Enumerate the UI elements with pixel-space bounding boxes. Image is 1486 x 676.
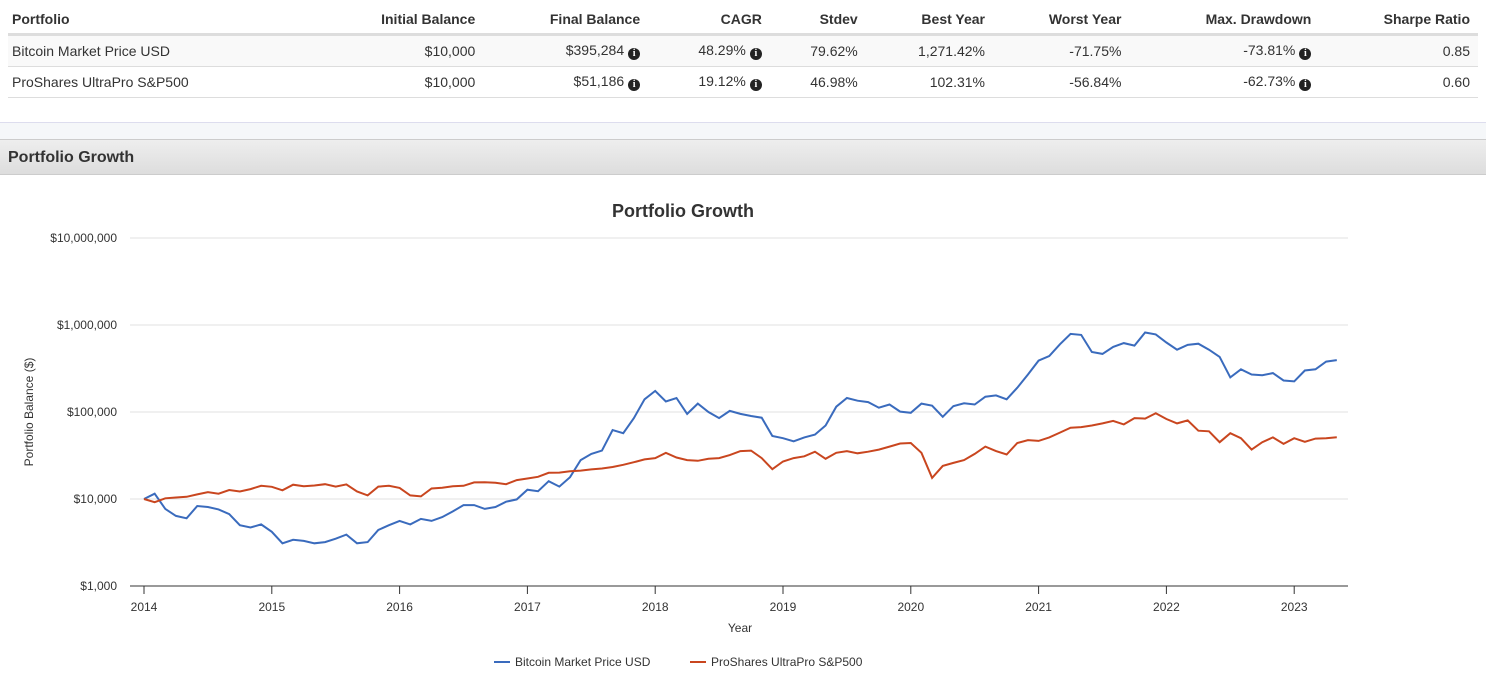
info-icon[interactable]: i: [628, 79, 641, 91]
cell-value: $51,186: [573, 73, 625, 89]
table-cell: 0.85: [1319, 34, 1478, 67]
chart-title: Portfolio Growth: [612, 201, 754, 221]
legend-label[interactable]: ProShares UltraPro S&P500: [711, 655, 863, 669]
y-tick-label: $1,000,000: [57, 318, 117, 332]
x-tick-label: 2018: [642, 600, 669, 614]
section-separator: [0, 122, 1486, 140]
table-cell: $10,000: [312, 34, 484, 67]
table-cell: 48.29% i: [648, 34, 770, 67]
series-line-1: [143, 412, 1337, 504]
info-icon[interactable]: i: [1299, 48, 1312, 60]
portfolio-growth-chart: Portfolio Growth $1,000 $10,000 $100,000 $1,…: [22, 201, 1348, 669]
table-cell: -71.75%: [993, 34, 1130, 67]
x-tick-label: 2016: [386, 600, 413, 614]
col-best-year: Best Year: [865, 5, 993, 36]
table-cell: ProShares UltraPro S&P500: [8, 66, 313, 98]
x-tick-label: 2020: [897, 600, 924, 614]
cell-value: 0.60: [1442, 74, 1470, 90]
table-cell: 19.12% i: [648, 66, 770, 98]
table-cell: -73.81% i: [1129, 34, 1320, 67]
cell-value: $10,000: [424, 74, 476, 90]
col-initial-balance: Initial Balance: [312, 5, 484, 36]
cell-value: ProShares UltraPro S&P500: [12, 74, 189, 90]
cell-value: -73.81%: [1243, 42, 1296, 58]
cell-value: -56.84%: [1069, 74, 1122, 90]
table-row: ProShares UltraPro S&P500 $10,000 $51,186 i…: [8, 66, 1478, 98]
info-icon[interactable]: i: [749, 48, 762, 60]
table-cell: 0.60: [1319, 66, 1478, 98]
col-sharpe: Sharpe Ratio: [1319, 5, 1478, 36]
info-icon[interactable]: i: [628, 48, 641, 60]
table-cell: -56.84%: [993, 66, 1130, 98]
cell-value: -71.75%: [1069, 43, 1122, 59]
section-header: Portfolio Growth: [0, 139, 1486, 175]
cell-value: 1,271.42%: [918, 43, 985, 59]
x-tick-label: 2021: [1025, 600, 1052, 614]
cell-value: $10,000: [424, 43, 476, 59]
table-cell: 46.98%: [769, 66, 866, 98]
x-tick-label: 2019: [770, 600, 797, 614]
table-header-row: Portfolio Initial Balance Final Balance …: [8, 5, 1478, 36]
cell-value: Bitcoin Market Price USD: [12, 43, 170, 59]
portfolio-summary-table: Portfolio Initial Balance Final Balance …: [8, 5, 1478, 98]
legend-label[interactable]: Bitcoin Market Price USD: [515, 655, 651, 669]
cell-value: -62.73%: [1243, 73, 1296, 89]
info-icon[interactable]: i: [1299, 79, 1312, 91]
y-tick-label: $10,000: [74, 492, 118, 506]
table-cell: 1,271.42%: [865, 34, 993, 67]
cell-value: 102.31%: [929, 74, 985, 90]
col-max-drawdown: Max. Drawdown: [1129, 5, 1320, 36]
cell-value: 0.85: [1442, 43, 1470, 59]
info-icon[interactable]: i: [749, 79, 762, 91]
table-cell: $395,284 i: [483, 34, 649, 67]
col-final-balance: Final Balance: [483, 5, 649, 36]
col-portfolio: Portfolio: [8, 5, 313, 36]
y-axis-label: Portfolio Balance ($): [22, 358, 36, 467]
cell-value: 48.29%: [698, 42, 746, 58]
x-tick-label: 2014: [131, 600, 158, 614]
table-cell: 102.31%: [865, 66, 993, 98]
x-tick-label: 2015: [258, 600, 285, 614]
y-tick-label: $10,000,000: [50, 231, 117, 245]
table-cell: Bitcoin Market Price USD: [8, 34, 313, 67]
x-axis-label: Year: [728, 621, 752, 635]
table-cell: 79.62%: [769, 34, 866, 67]
x-tick-label: 2023: [1281, 600, 1308, 614]
cell-value: $395,284: [565, 42, 625, 58]
y-tick-label: $100,000: [67, 405, 117, 419]
table-cell: -62.73% i: [1129, 66, 1320, 98]
y-tick-label: $1,000: [80, 579, 117, 593]
table-row: Bitcoin Market Price USD $10,000 $395,284 i…: [8, 34, 1478, 67]
table-cell: $10,000: [312, 66, 484, 98]
col-worst-year: Worst Year: [993, 5, 1130, 36]
col-stdev: Stdev: [769, 5, 866, 36]
cell-value: 79.62%: [810, 43, 858, 59]
cell-value: 19.12%: [698, 73, 746, 89]
x-tick-label: 2017: [514, 600, 541, 614]
series-line-0: [143, 331, 1337, 545]
table-cell: $51,186 i: [483, 66, 649, 98]
cell-value: 46.98%: [810, 74, 858, 90]
x-tick-label: 2022: [1153, 600, 1180, 614]
col-cagr: CAGR: [648, 5, 770, 36]
